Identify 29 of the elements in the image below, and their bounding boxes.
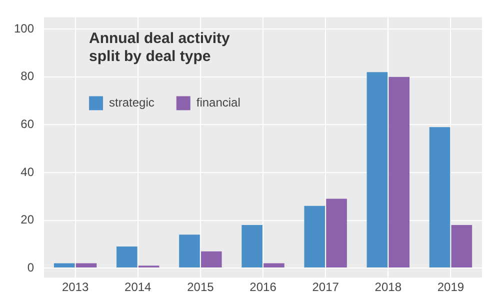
bar [429, 127, 450, 268]
bar [451, 225, 472, 268]
y-tick-label: 40 [20, 164, 34, 179]
bar [326, 198, 347, 268]
x-tick-label: 2013 [62, 280, 89, 294]
bar [242, 225, 262, 268]
bar [304, 206, 326, 268]
y-tick-label: 80 [20, 69, 34, 84]
text: Annual deal activity split by deal type [89, 30, 231, 66]
y-tick-label: 100 [14, 21, 34, 36]
x-tick-label: 2016 [250, 280, 277, 294]
x-tick-label: 2014 [124, 280, 152, 294]
legend-label: financial [196, 96, 240, 110]
x-tick-label: 2019 [437, 280, 464, 294]
bar [264, 263, 284, 268]
legend-label: strategic [109, 96, 154, 110]
bar [179, 234, 200, 268]
bar [54, 263, 75, 268]
y-tick-label: 0 [27, 260, 34, 274]
y-tick-label: 60 [20, 117, 34, 132]
bar [388, 76, 410, 268]
y-tick-label: 20 [20, 212, 34, 227]
x-tick-label: 2017 [312, 280, 340, 294]
x-tick-label: 2015 [187, 280, 214, 294]
bar [366, 72, 388, 268]
bar [116, 246, 138, 268]
bar [200, 251, 222, 268]
x-tick-label: 2018 [374, 280, 402, 294]
bar [76, 263, 97, 268]
